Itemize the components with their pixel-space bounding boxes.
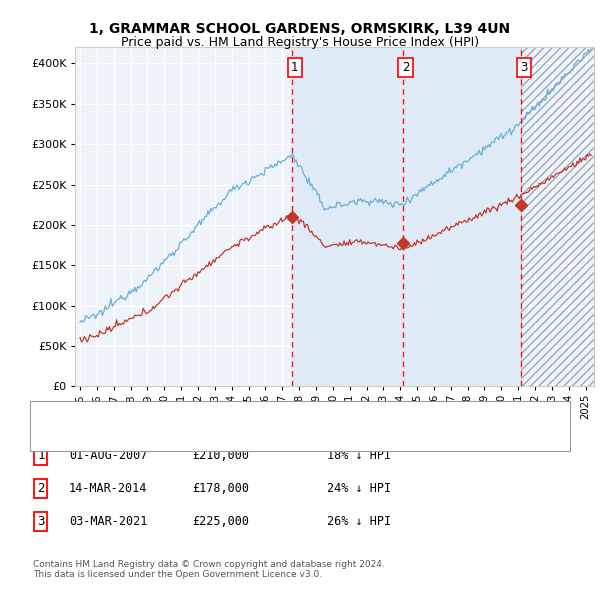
Text: 18% ↓ HPI: 18% ↓ HPI	[327, 449, 391, 462]
Text: Contains HM Land Registry data © Crown copyright and database right 2024.
This d: Contains HM Land Registry data © Crown c…	[33, 560, 385, 579]
Text: 2: 2	[402, 61, 409, 74]
Text: 26% ↓ HPI: 26% ↓ HPI	[327, 515, 391, 528]
Bar	[292, 47, 403, 386]
Text: 03-MAR-2021: 03-MAR-2021	[69, 515, 148, 528]
Text: 1, GRAMMAR SCHOOL GARDENS, ORMSKIRK, L39 4UN (detached house): 1, GRAMMAR SCHOOL GARDENS, ORMSKIRK, L39…	[86, 413, 482, 423]
Text: 1, GRAMMAR SCHOOL GARDENS, ORMSKIRK, L39 4UN: 1, GRAMMAR SCHOOL GARDENS, ORMSKIRK, L39…	[89, 22, 511, 37]
Text: 01-AUG-2007: 01-AUG-2007	[69, 449, 148, 462]
Text: HPI: Average price, detached house, West Lancashire: HPI: Average price, detached house, West…	[86, 431, 377, 441]
Text: 1: 1	[291, 61, 298, 74]
Text: £178,000: £178,000	[192, 482, 249, 495]
Text: 3: 3	[520, 61, 527, 74]
Text: Price paid vs. HM Land Registry's House Price Index (HPI): Price paid vs. HM Land Registry's House …	[121, 36, 479, 49]
Text: 2: 2	[37, 482, 44, 495]
Text: 3: 3	[37, 515, 44, 528]
Text: £210,000: £210,000	[192, 449, 249, 462]
Text: 14-MAR-2014: 14-MAR-2014	[69, 482, 148, 495]
Text: £225,000: £225,000	[192, 515, 249, 528]
Bar	[403, 47, 521, 386]
Text: 1: 1	[37, 449, 44, 462]
Text: 24% ↓ HPI: 24% ↓ HPI	[327, 482, 391, 495]
